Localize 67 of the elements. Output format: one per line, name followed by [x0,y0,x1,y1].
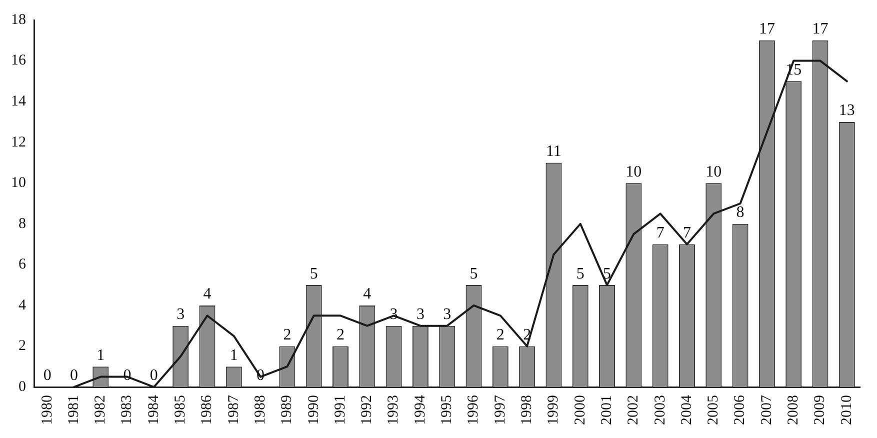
x-tick-label: 2006 [732,394,748,425]
data-label: 13 [838,102,855,120]
x-tick-label: 1983 [119,395,136,425]
data-label: 4 [363,286,372,303]
data-label: 3 [416,306,424,324]
x-tick-label: 1987 [226,394,242,425]
x-tick-label: 1986 [199,394,216,425]
data-label: 3 [176,306,185,324]
x-tick-label: 2005 [706,395,722,425]
y-tick-label: 0 [18,378,26,395]
data-label: 2 [496,326,504,344]
x-tick-label: 1998 [519,395,536,425]
x-tick-label: 2000 [572,395,588,425]
x-tick-label: 1985 [172,395,189,425]
x-tick-label: 1996 [466,394,482,425]
x-tick-label: 1988 [252,395,268,425]
x-tick-label: 2009 [812,395,828,425]
data-label: 11 [546,142,562,160]
y-tick-label: 6 [18,256,26,273]
y-tick-label: 2 [18,338,26,354]
data-label: 0 [150,367,158,384]
x-tick-label: 2010 [838,395,855,425]
data-label: 7 [682,224,691,242]
data-label: 5 [470,265,478,282]
y-tick-label: 16 [11,52,26,69]
x-tick-label: 2001 [598,395,615,425]
data-label: 0 [70,367,78,384]
data-label: 5 [310,265,318,282]
x-tick-label: 1993 [386,395,402,425]
data-label: 5 [603,265,612,282]
data-label: 4 [203,286,212,303]
x-tick-label: 1990 [306,395,322,425]
data-label: 5 [576,265,584,282]
x-tick-label: 2004 [678,394,695,425]
data-label: 2 [283,326,292,344]
y-tick-label: 14 [11,93,26,110]
x-tick-label: 1994 [412,394,428,425]
x-tick-label: 1992 [359,395,376,425]
x-tick-label: 1981 [66,395,82,425]
data-label: 7 [656,224,664,242]
data-label: 1 [96,346,105,364]
x-tick-label: 1999 [546,395,562,425]
data-label: 17 [758,20,775,38]
x-tick-label: 2008 [786,395,802,425]
x-tick-label: 1982 [92,395,109,425]
y-tick-label: 12 [11,134,26,150]
data-label: 0 [43,367,52,384]
y-tick-label: 8 [18,216,26,232]
data-label: 8 [736,204,744,222]
x-tick-label: 2007 [758,394,775,425]
data-label: 2 [336,326,345,344]
data-label: 3 [443,306,452,324]
y-tick-label: 18 [11,12,26,28]
x-tick-label: 2002 [626,395,642,425]
x-tick-label: 2003 [652,395,668,425]
y-tick-label: 4 [18,297,26,314]
x-tick-label: 1997 [492,394,508,425]
y-tick-label: 10 [11,175,26,192]
data-label: 10 [706,163,722,180]
x-tick-label: 1984 [146,394,162,425]
x-tick-label: 1989 [279,395,296,425]
data-label: 17 [812,20,828,38]
x-tick-label: 1991 [332,395,348,425]
x-tick-label: 1995 [439,395,456,425]
data-label: 1 [230,346,238,364]
data-label: 10 [626,163,642,180]
x-tick-label: 1980 [39,395,56,425]
